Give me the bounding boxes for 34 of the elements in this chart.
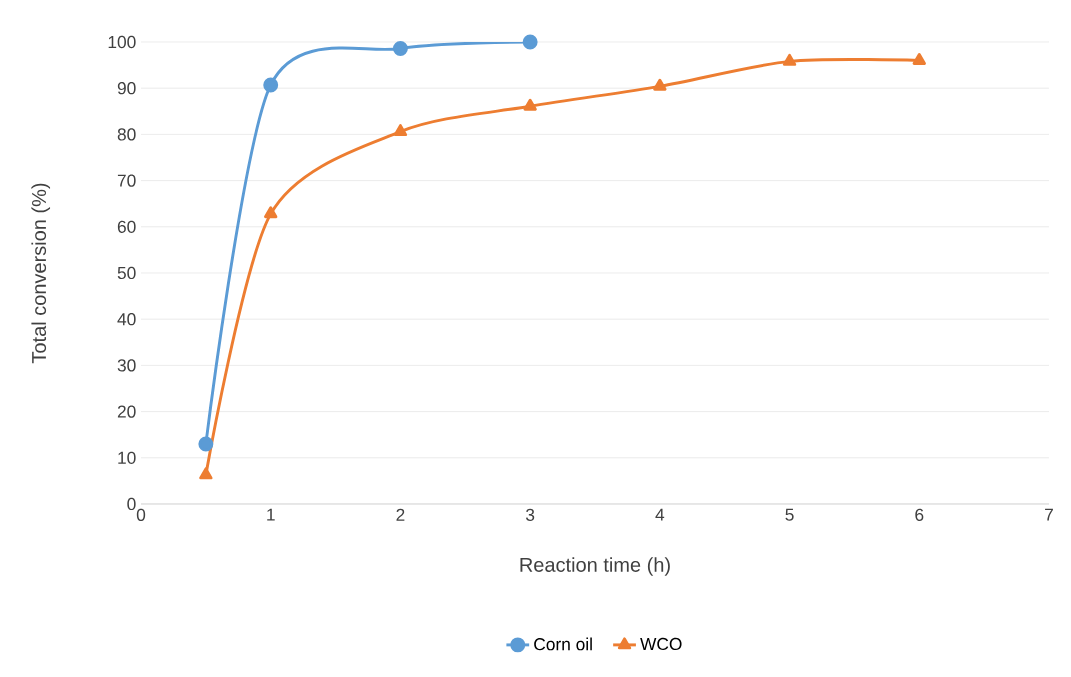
point: [199, 467, 213, 480]
point: [912, 53, 926, 65]
x-axis-title: Reaction time (h): [520, 557, 670, 576]
point: [523, 98, 537, 111]
point: [393, 124, 408, 137]
y-tick-label: 10: [118, 451, 136, 464]
legend-label: Corn oil: [534, 637, 592, 651]
point: [198, 436, 214, 452]
x-tick-label: 6: [915, 508, 924, 521]
y-tick-label: 20: [117, 405, 136, 418]
x-tick-label: 1: [267, 508, 275, 521]
y-tick-label: 90: [117, 82, 136, 95]
point: [392, 40, 408, 56]
y-tick-label: 80: [117, 128, 136, 141]
y-tick-label: 50: [117, 266, 136, 280]
x-tick-label: 5: [785, 508, 794, 521]
point: [264, 206, 278, 219]
x-tick-label: 7: [1045, 508, 1053, 521]
point: [263, 77, 279, 93]
y-tick-label: 30: [117, 359, 136, 372]
point: [782, 53, 797, 66]
y-axis-title: Total conversion (%): [31, 183, 51, 364]
point: [522, 34, 538, 50]
y-tick-label: 100: [108, 35, 136, 49]
x-tick-label: 4: [655, 508, 665, 521]
y-tick-label: 40: [117, 313, 136, 326]
x-tick-label: 0: [136, 508, 146, 521]
x-tick-label: 3: [525, 508, 535, 521]
y-tick-label: 70: [117, 174, 136, 187]
y-tick-label: 0: [127, 497, 136, 511]
y-tick-label: 60: [117, 220, 136, 233]
legend-label: WCO: [640, 637, 682, 651]
point: [653, 78, 667, 91]
x-tick-label: 2: [396, 508, 405, 521]
